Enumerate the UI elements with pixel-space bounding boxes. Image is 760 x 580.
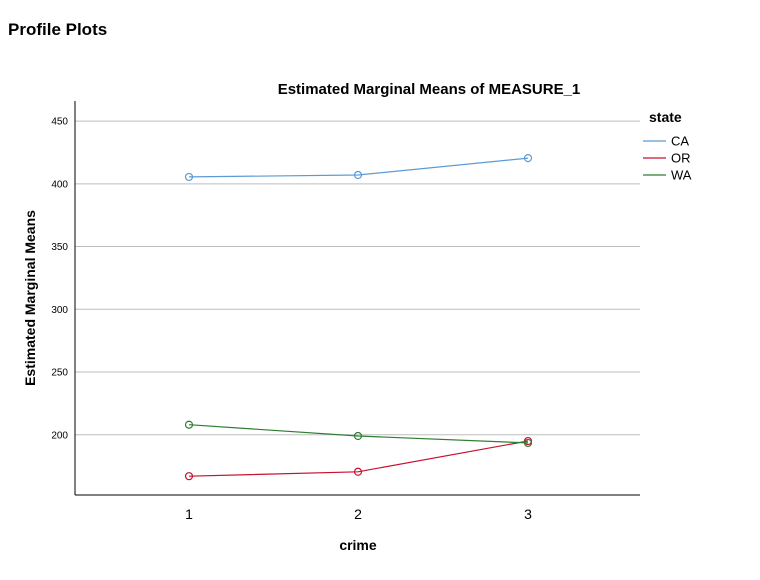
y-tick-label-0: 200 [51, 430, 68, 441]
legend-label-ca: CA [671, 134, 689, 149]
data-point-wa-2 [353, 431, 363, 441]
y-tick-label-3: 350 [51, 242, 68, 253]
series-line-ca [188, 157, 529, 178]
legend-title: state [649, 109, 682, 125]
legend: state CA OR WA [643, 109, 692, 183]
series-line-wa [188, 424, 529, 444]
y-axis-title: Estimated Marginal Means [22, 210, 38, 386]
x-tick-label-2: 3 [524, 506, 532, 522]
data-point-wa-3 [523, 438, 533, 448]
x-axis-title: crime [339, 537, 377, 553]
data-point-ca-3 [523, 153, 533, 163]
data-point-or-2 [353, 467, 363, 476]
y-tick-label-2: 300 [51, 305, 68, 316]
series-line-or [188, 440, 529, 477]
y-tick-label-1: 250 [51, 368, 68, 379]
data-point-ca-2 [353, 170, 363, 180]
tick-labels: 200 250 300 350 400 450 1 2 3 [51, 117, 532, 522]
y-tick-label-4: 400 [51, 179, 68, 190]
chart-title: Estimated Marginal Means of MEASURE_1 [278, 81, 581, 98]
series-lines [184, 153, 533, 481]
page-title: Profile Plots [8, 20, 108, 39]
axes [74, 101, 640, 496]
gridlines [75, 120, 640, 436]
data-point-ca-1 [184, 172, 194, 182]
data-point-or-1 [184, 472, 194, 481]
y-tick-label-5: 450 [51, 117, 68, 128]
data-point-wa-1 [184, 420, 194, 429]
x-tick-label-1: 2 [354, 506, 362, 522]
x-tick-label-0: 1 [185, 506, 193, 522]
legend-label-or: OR [671, 151, 691, 166]
legend-label-wa: WA [671, 168, 692, 183]
